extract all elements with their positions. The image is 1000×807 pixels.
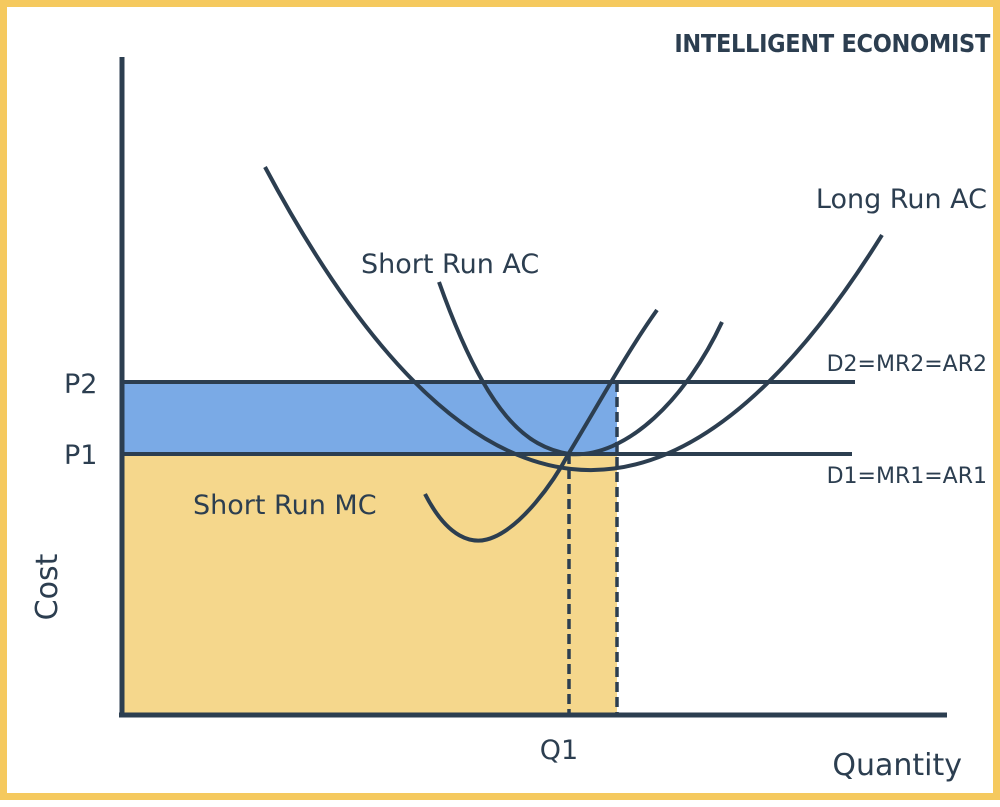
x-axis-label: Quantity [832,748,962,783]
long-run-ac-label: Long Run AC [816,184,987,215]
long-run-ac-curve [263,166,884,472]
short-run-mc-curve [423,308,659,543]
short-run-ac-label: Short Run AC [361,249,539,280]
total-cost-area [122,454,617,715]
q1-tick-label: Q1 [540,735,578,766]
short-run-mc-label: Short Run MC [193,490,377,521]
y-axis-label: Cost [30,553,65,620]
demand-high-label: D2=MR2=AR2 [827,352,987,377]
p1-tick-label: P1 [64,440,97,471]
supernormal-profit-area [122,382,617,454]
p2-tick-label: P2 [64,369,97,400]
demand-low-label: D1=MR1=AR1 [827,464,987,489]
brand-logo: INTELLIGENT ECONOMIST [674,29,991,58]
cost-curves-diagram: INTELLIGENT ECONOMIST Long Run AC Short … [30,29,991,783]
